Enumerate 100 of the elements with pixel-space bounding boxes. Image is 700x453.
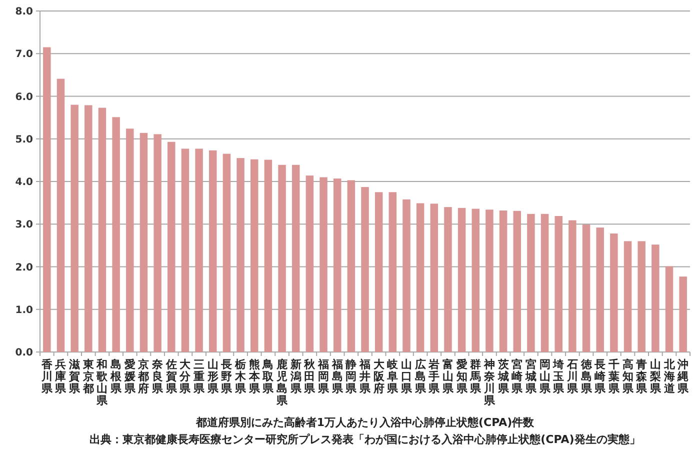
- x-tick-label: 石川県: [566, 358, 579, 395]
- x-tick-label: 岩手県: [428, 358, 441, 395]
- y-tick-label: 7.0: [15, 49, 34, 60]
- bar: [540, 214, 549, 352]
- bar: [374, 192, 383, 352]
- x-tick-label: 佐賀県: [164, 358, 178, 395]
- x-tick-label: 福井県: [358, 358, 372, 395]
- x-tick-label: 鹿児島県: [276, 358, 289, 407]
- x-tick-label: 青森県: [635, 358, 648, 395]
- bar: [43, 47, 51, 352]
- x-tick-label: 高知県: [621, 358, 634, 395]
- x-tick-label: 長野県: [220, 358, 234, 395]
- x-tick-label: 愛媛県: [123, 358, 136, 395]
- y-tick-label: 6.0: [15, 92, 34, 103]
- bar: [388, 192, 397, 352]
- x-tick-label: 香川県: [40, 358, 54, 395]
- x-tick-label: 長崎県: [594, 358, 607, 395]
- bar: [126, 128, 134, 352]
- bar: [236, 158, 244, 352]
- x-tick-label: 群馬県: [469, 358, 482, 395]
- x-tick-label: 鳥取県: [262, 358, 275, 395]
- bar: [499, 210, 508, 352]
- bar: [582, 224, 590, 352]
- bar: [361, 187, 369, 352]
- x-tick-label: 静岡県: [344, 358, 358, 395]
- x-tick-label: 福島県: [330, 358, 344, 395]
- bar: [652, 244, 660, 352]
- x-tick-label: 滋賀県: [68, 358, 82, 395]
- x-tick-label: 宮城県: [524, 358, 538, 395]
- x-tick-label: 大分県: [178, 358, 192, 395]
- y-tick-label: 5.0: [15, 134, 34, 146]
- x-tick-label: 愛知県: [455, 358, 468, 395]
- bar: [98, 108, 106, 352]
- x-tick-label: 千葉県: [607, 358, 620, 395]
- bar: [195, 148, 203, 352]
- y-tick-label: 2.0: [15, 262, 34, 274]
- x-tick-label: 京都府: [137, 358, 150, 395]
- x-tick-label: 東京都: [82, 358, 95, 395]
- x-tick-label: 兵庫県: [54, 358, 68, 395]
- y-tick-label: 0.0: [15, 348, 34, 358]
- bar: [486, 210, 494, 352]
- x-tick-label: 福岡県: [317, 358, 330, 395]
- x-tick-label: 新潟県: [289, 358, 302, 395]
- bar: [596, 228, 604, 352]
- x-tick-label: 三重県: [192, 358, 206, 395]
- x-tick-label: 徳島県: [580, 358, 593, 395]
- bar: [665, 266, 674, 352]
- x-tick-label: 沖縄県: [676, 358, 690, 395]
- x-tick-label: 岡山県: [538, 358, 552, 395]
- bar: [70, 104, 78, 352]
- bar: [168, 142, 176, 352]
- bar: [554, 216, 562, 352]
- bar: [222, 154, 231, 352]
- bar: [638, 241, 646, 352]
- x-tick-label: 北海道: [662, 358, 676, 395]
- x-tick-label: 富山県: [441, 358, 454, 395]
- bar: [513, 210, 521, 352]
- bar: [610, 234, 618, 352]
- bar: [624, 241, 632, 352]
- x-tick-label: 宮崎県: [510, 358, 524, 395]
- bar: [112, 117, 120, 352]
- bar: [209, 150, 217, 352]
- bar: [140, 132, 148, 352]
- x-tick-label: 栃木県: [234, 358, 248, 395]
- bar: [458, 208, 466, 352]
- x-tick-label: 茨城県: [496, 358, 510, 395]
- bar: [154, 134, 162, 352]
- bar: [320, 177, 328, 352]
- bar: [278, 164, 286, 352]
- y-tick-label: 1.0: [15, 304, 34, 316]
- x-tick-label: 山梨県: [648, 358, 662, 395]
- x-tick-label: 埼玉県: [552, 358, 566, 395]
- x-tick-label: 山形県: [206, 358, 220, 395]
- bar: [568, 220, 576, 352]
- x-tick-label: 広島県: [414, 358, 427, 395]
- x-tick-label: 大阪府: [372, 358, 386, 395]
- bar: [416, 203, 424, 352]
- text: 都道府県別にみた高齢者1万人あたり入浴中心肺停止状態(CPA)件数: [194, 416, 536, 429]
- x-tick-label: 奈良県: [151, 358, 164, 395]
- source-note: 出典：東京都健康長寿医療センター研究所プレス発表「わが国における入浴中心肺停止状態(CPA)発生の実態」: [90, 433, 640, 446]
- bar: [56, 78, 65, 352]
- bar: [347, 180, 356, 352]
- bar: [292, 164, 300, 352]
- bar: [527, 214, 535, 352]
- x-tick-label: 島根県: [110, 358, 123, 395]
- bar: [84, 105, 92, 352]
- x-tick-label: 神奈川県: [482, 358, 496, 407]
- bar: [430, 204, 438, 352]
- x-tick-label: 岐阜県: [386, 358, 400, 395]
- x-tick-label: 秋田県: [303, 358, 316, 395]
- y-tick-label: 4.0: [15, 177, 34, 188]
- y-tick-label: 8.0: [15, 6, 34, 18]
- x-tick-label: 山口県: [400, 358, 413, 395]
- x-tick-label: 熊本県: [248, 358, 261, 395]
- x-tick-label: 和歌山県: [96, 358, 109, 407]
- bar: [333, 178, 342, 352]
- bar: [472, 208, 480, 352]
- bar: [444, 207, 452, 352]
- bar: [679, 276, 687, 352]
- bar: [264, 160, 272, 352]
